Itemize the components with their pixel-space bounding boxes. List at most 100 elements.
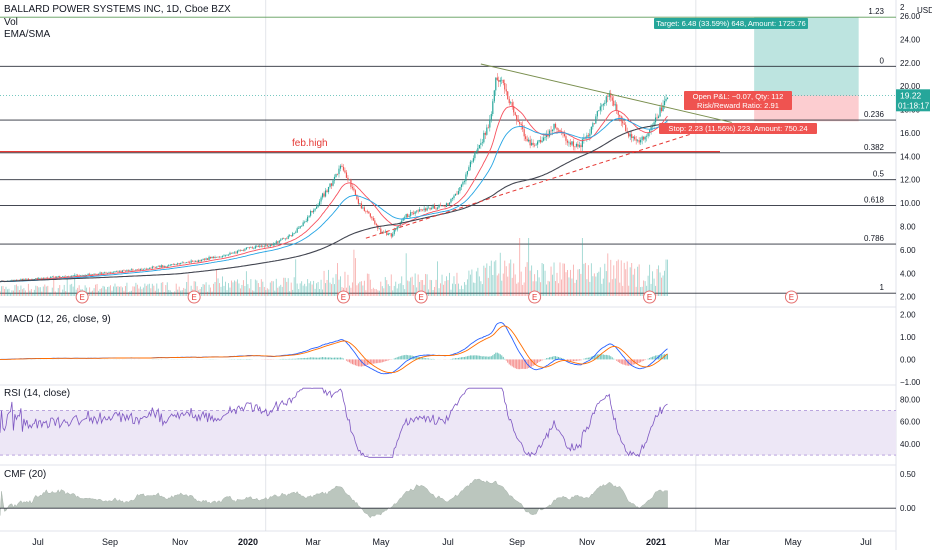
macd-hist-bar xyxy=(644,359,646,361)
x-tick-5: May xyxy=(372,537,390,547)
volume-bar xyxy=(68,292,70,296)
candle-body xyxy=(183,262,185,264)
candle-body xyxy=(66,276,68,277)
candle-body xyxy=(168,265,170,266)
volume-bar xyxy=(222,276,223,296)
candle-body xyxy=(27,278,29,280)
macd-hist-bar xyxy=(316,357,318,360)
candle-body xyxy=(292,233,294,236)
candle-body xyxy=(47,277,49,279)
candle-body xyxy=(411,212,413,213)
candle-body xyxy=(475,151,477,153)
candle-body xyxy=(238,250,240,251)
macd-hist-bar xyxy=(295,358,297,360)
volume-bar xyxy=(65,291,67,296)
macd-tick-1: 1.00 xyxy=(900,333,916,342)
volume-bar xyxy=(422,280,424,296)
candle-body xyxy=(353,188,355,191)
countdown-value: 01:18:17 xyxy=(898,101,930,110)
candle-body xyxy=(139,269,141,271)
candle-body xyxy=(32,279,34,280)
macd-hist-bar xyxy=(322,357,324,360)
volume-bar xyxy=(459,289,461,296)
candle-body xyxy=(374,220,376,224)
x-tick-0: Jul xyxy=(32,537,44,547)
candle-body xyxy=(277,241,279,243)
candle-body xyxy=(15,279,18,281)
volume-bar xyxy=(662,275,664,296)
macd-hist-bar xyxy=(608,355,610,360)
candle-body xyxy=(492,101,494,114)
candle-body xyxy=(178,263,180,265)
candle-body xyxy=(290,235,292,236)
risk-reward-label: Risk/Reward Ratio: 2.91 xyxy=(697,101,779,110)
macd-hist-bar xyxy=(610,356,612,360)
price-tick-5: 16.00 xyxy=(900,129,921,138)
candle-body xyxy=(378,228,380,230)
macd-hist-bar xyxy=(469,355,471,360)
volume-bar xyxy=(92,290,94,296)
candle-body xyxy=(348,179,351,181)
volume-bar xyxy=(480,281,482,296)
macd-hist-bar xyxy=(480,355,482,360)
volume-bar xyxy=(555,281,556,296)
volume-bar xyxy=(564,263,565,296)
macd-hist-bar xyxy=(529,359,531,368)
volume-bar xyxy=(32,292,34,296)
volume-bar xyxy=(490,260,492,296)
candle-body xyxy=(347,177,349,180)
candle-body xyxy=(254,246,256,249)
volume-bar xyxy=(505,266,507,296)
macd-hist-bar xyxy=(378,359,380,363)
macd-hist-bar xyxy=(632,359,634,365)
macd-title: MACD (12, 26, close, 9) xyxy=(4,314,111,325)
candle-body xyxy=(375,223,377,226)
volume-bar xyxy=(93,288,95,296)
volume-bar xyxy=(251,290,253,296)
macd-hist-bar xyxy=(607,355,609,360)
volume-bar xyxy=(190,285,192,296)
candle-body xyxy=(305,221,307,222)
volume-bar xyxy=(307,279,309,296)
volume-bar xyxy=(283,277,285,296)
candle-body xyxy=(539,140,542,143)
volume-bar xyxy=(1,286,2,296)
volume-bar xyxy=(36,286,38,296)
candle-body xyxy=(439,205,442,206)
candle-body xyxy=(572,141,575,147)
candle-body xyxy=(496,77,498,80)
candle-body xyxy=(132,269,134,271)
candle-body xyxy=(174,264,176,265)
candle-body xyxy=(126,270,128,272)
volume-bar xyxy=(62,289,64,296)
volume-bar xyxy=(523,282,525,296)
volume-bar xyxy=(160,282,162,296)
macd-hist-bar xyxy=(622,359,624,365)
volume-bar xyxy=(607,253,609,296)
earnings-marker-label-1: E xyxy=(191,293,196,302)
volume-bar xyxy=(363,280,365,296)
volume-bar xyxy=(587,265,589,296)
feb-high-label: feb.high xyxy=(292,138,328,149)
volume-bar xyxy=(45,286,47,296)
volume-bar xyxy=(568,277,570,296)
volume-bar xyxy=(277,287,279,296)
volume-bar xyxy=(183,287,185,296)
candle-body xyxy=(489,119,491,128)
candle-body xyxy=(239,250,242,251)
candle-body xyxy=(281,238,283,240)
macd-hist-bar xyxy=(598,354,600,360)
candle-body xyxy=(435,208,437,210)
x-tick-9: 2021 xyxy=(646,537,666,547)
volume-bar xyxy=(57,288,59,296)
volume-bar xyxy=(220,286,222,296)
volume-bar xyxy=(432,289,434,296)
candle-body xyxy=(522,125,524,130)
macd-hist-bar xyxy=(302,357,304,360)
candle-body xyxy=(186,262,188,263)
macd-hist-bar xyxy=(650,357,652,360)
volume-bar xyxy=(438,288,440,296)
volume-bar xyxy=(502,273,504,296)
volume-bar xyxy=(537,270,539,296)
